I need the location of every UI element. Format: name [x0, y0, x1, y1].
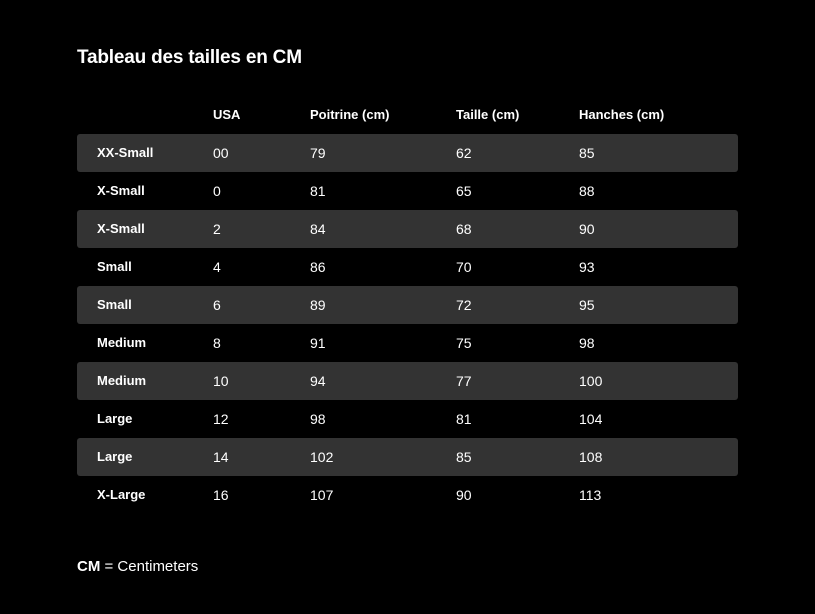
size-cell: Medium: [97, 373, 147, 388]
table-row: XX-Small 00 79 62 85: [77, 134, 738, 172]
bust-cell: 89: [310, 297, 326, 313]
hips-cell: 100: [579, 373, 603, 389]
waist-cell: 81: [456, 411, 472, 427]
table-row: X-Small 2 84 68 90: [77, 210, 738, 248]
table-row: Medium 8 91 75 98: [77, 324, 738, 362]
size-cell: Large: [97, 411, 133, 426]
hips-cell: 95: [579, 297, 595, 313]
header-cell-waist: Taille (cm): [456, 107, 520, 122]
table-header-row: USA Poitrine (cm) Taille (cm) Hanches (c…: [77, 96, 738, 134]
usa-cell: 6: [213, 297, 221, 313]
waist-cell: 75: [456, 335, 472, 351]
waist-cell: 65: [456, 183, 472, 199]
size-cell: X-Small: [97, 183, 145, 198]
table-row: X-Small 0 81 65 88: [77, 172, 738, 210]
hips-cell: 88: [579, 183, 595, 199]
size-cell: Large: [97, 449, 133, 464]
usa-cell: 10: [213, 373, 229, 389]
hips-cell: 108: [579, 449, 603, 465]
waist-cell: 85: [456, 449, 472, 465]
size-cell: Small: [97, 259, 132, 274]
table-row: Small 4 86 70 93: [77, 248, 738, 286]
usa-cell: 14: [213, 449, 229, 465]
hips-cell: 113: [579, 487, 602, 503]
footnote: CM = Centimeters: [77, 557, 198, 577]
size-cell: Small: [97, 297, 132, 312]
waist-cell: 90: [456, 487, 472, 503]
bust-cell: 91: [310, 335, 326, 351]
hips-cell: 85: [579, 145, 595, 161]
bust-cell: 102: [310, 449, 334, 465]
hips-cell: 90: [579, 221, 595, 237]
bust-cell: 94: [310, 373, 326, 389]
usa-cell: 8: [213, 335, 221, 351]
hips-cell: 98: [579, 335, 595, 351]
page-title: Tableau des tailles en CM: [77, 47, 302, 68]
size-cell: X-Small: [97, 221, 145, 236]
table-row: X-Large 16 107 90 113: [77, 476, 738, 514]
bust-cell: 107: [310, 487, 334, 503]
header-cell-bust: Poitrine (cm): [310, 107, 390, 122]
waist-cell: 68: [456, 221, 472, 237]
table-row: Large 12 98 81 104: [77, 400, 738, 438]
usa-cell: 12: [213, 411, 229, 427]
usa-cell: 00: [213, 145, 229, 161]
table-row: Small 6 89 72 95: [77, 286, 738, 324]
footnote-abbreviation: CM: [77, 558, 101, 575]
bust-cell: 86: [310, 259, 326, 275]
table-row: Medium 10 94 77 100: [77, 362, 738, 400]
header-cell-usa: USA: [213, 107, 241, 122]
hips-cell: 93: [579, 259, 595, 275]
bust-cell: 81: [310, 183, 326, 199]
size-cell: X-Large: [97, 487, 146, 502]
waist-cell: 62: [456, 145, 472, 161]
size-cell: XX-Small: [97, 145, 154, 160]
bust-cell: 84: [310, 221, 326, 237]
waist-cell: 77: [456, 373, 472, 389]
size-chart-table: USA Poitrine (cm) Taille (cm) Hanches (c…: [77, 96, 738, 514]
footnote-definition: = Centimeters: [100, 558, 199, 575]
hips-cell: 104: [579, 411, 603, 427]
header-cell-hips: Hanches (cm): [579, 107, 665, 122]
usa-cell: 2: [213, 221, 221, 237]
usa-cell: 4: [213, 259, 221, 275]
usa-cell: 16: [213, 487, 229, 503]
table-row: Large 14 102 85 108: [77, 438, 738, 476]
size-cell: Medium: [97, 335, 147, 350]
waist-cell: 72: [456, 297, 472, 313]
bust-cell: 79: [310, 145, 326, 161]
table-body: XX-Small 00 79 62 85 X-Small 0 81 65 88 X-Small 2 84…: [77, 134, 738, 514]
bust-cell: 98: [310, 411, 326, 427]
waist-cell: 70: [456, 259, 472, 275]
usa-cell: 0: [213, 183, 221, 199]
